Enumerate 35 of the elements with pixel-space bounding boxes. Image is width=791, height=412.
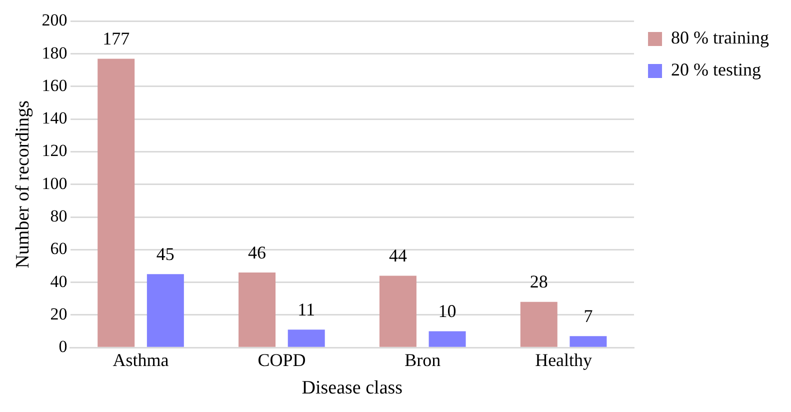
y-tick-label: 40 xyxy=(50,272,68,291)
y-tick-label: 100 xyxy=(42,174,68,193)
x-axis-title: Disease class xyxy=(302,378,403,399)
x-tick-label: Healthy xyxy=(535,350,592,370)
data-label: 46 xyxy=(248,242,266,262)
bar xyxy=(146,274,184,347)
x-tick-label: COPD xyxy=(258,350,306,370)
y-tick-label: 0 xyxy=(58,337,68,356)
x-tick-label: Asthma xyxy=(112,350,169,370)
legend-label: 80 % training xyxy=(671,28,770,48)
y-tick-label: 20 xyxy=(50,304,68,324)
data-label: 44 xyxy=(388,246,407,266)
data-label: 11 xyxy=(298,299,316,320)
y-tick-label: 140 xyxy=(42,108,68,128)
x-tick-label: Bron xyxy=(404,350,441,370)
bar xyxy=(379,276,416,347)
y-tick-label: 200 xyxy=(42,10,68,30)
data-label: 45 xyxy=(156,244,174,264)
y-tick-label: 120 xyxy=(42,141,68,160)
data-label: 28 xyxy=(530,272,548,292)
y-tick-label: 80 xyxy=(50,206,68,226)
y-tick-label: 180 xyxy=(42,43,68,62)
legend-label: 20 % testing xyxy=(671,60,762,80)
bar xyxy=(238,272,276,347)
bar xyxy=(428,331,466,347)
data-label: 10 xyxy=(438,301,456,322)
data-label: 177 xyxy=(102,28,130,48)
bar xyxy=(98,58,135,347)
y-tick-label: 160 xyxy=(42,76,68,95)
bar xyxy=(288,330,325,347)
y-tick-label: 60 xyxy=(50,239,68,258)
data-label: 7 xyxy=(584,306,593,326)
y-axis-title: Number of recordings xyxy=(12,100,34,268)
bar xyxy=(570,336,607,347)
bar xyxy=(520,302,558,347)
